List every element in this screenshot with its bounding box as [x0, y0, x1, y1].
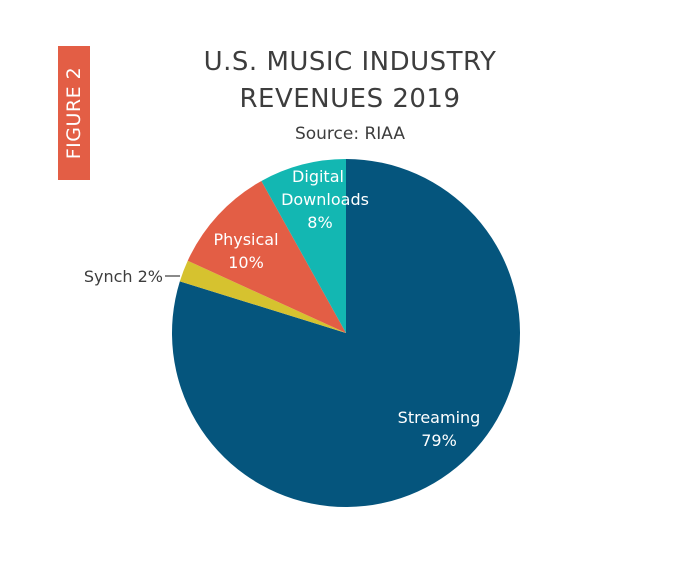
- pie-slice-digital-downloads: [261, 159, 346, 333]
- label-digital-value: 8%: [307, 213, 332, 232]
- figure-tab: FIGURE 2: [58, 46, 90, 180]
- pie-slice-physical: [187, 180, 346, 333]
- label-digital-name2: Downloads: [281, 190, 369, 209]
- chart-subtitle: Source: RIAA: [294, 124, 406, 144]
- label-physical-name: Physical: [213, 230, 278, 249]
- label-synch: Synch 2%: [84, 267, 163, 286]
- label-physical-value: 10%: [228, 253, 264, 272]
- pie-slice-synch: [179, 260, 346, 333]
- chart-title-line1: U.S. MUSIC INDUSTRY: [203, 47, 497, 77]
- label-streaming-name: Streaming: [398, 408, 481, 427]
- label-streaming-value: 79%: [421, 431, 457, 450]
- label-digital-name1: Digital: [292, 167, 344, 186]
- chart-title-line2: REVENUES 2019: [239, 84, 461, 114]
